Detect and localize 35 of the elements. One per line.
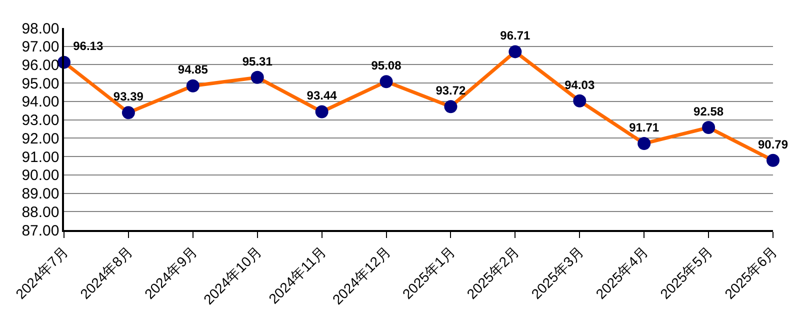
point [250, 70, 264, 84]
y-tick-label: 95.00 [22, 75, 60, 92]
point [702, 121, 716, 134]
point [444, 100, 458, 114]
data-label: 94.85 [178, 62, 208, 77]
y-tick-label: 92.00 [22, 130, 60, 148]
data-label: 93.39 [113, 90, 144, 104]
data-label: 96.13 [73, 39, 104, 54]
point [508, 45, 522, 58]
data-label: 90.79 [758, 137, 788, 152]
y-tick-label: 96.00 [22, 56, 60, 74]
data-label: 95.31 [242, 54, 273, 68]
y-tick-label: 89.00 [22, 186, 60, 203]
y-tick-label: 87.00 [22, 222, 60, 240]
point [766, 154, 780, 167]
point [122, 106, 135, 120]
data-label: 93.72 [436, 83, 466, 98]
point [380, 75, 393, 88]
point [315, 105, 328, 118]
y-tick-label: 88.00 [22, 204, 60, 221]
y-tick-label: 98.00 [22, 20, 60, 38]
data-label: 93.44 [306, 88, 338, 103]
y-tick-label: 91.00 [22, 148, 60, 166]
y-tick-label: 90.00 [22, 167, 60, 184]
data-label: 96.71 [500, 28, 531, 43]
point [186, 79, 200, 92]
data-label: 95.08 [371, 58, 402, 72]
y-tick-label: 97.00 [22, 38, 60, 56]
point [573, 94, 586, 108]
data-label: 92.58 [694, 104, 724, 118]
y-tick-label: 94.00 [22, 94, 60, 111]
point [638, 137, 651, 150]
data-label: 94.03 [564, 78, 595, 92]
data-label: 91.71 [629, 120, 660, 134]
y-tick-label: 93.00 [22, 112, 60, 130]
